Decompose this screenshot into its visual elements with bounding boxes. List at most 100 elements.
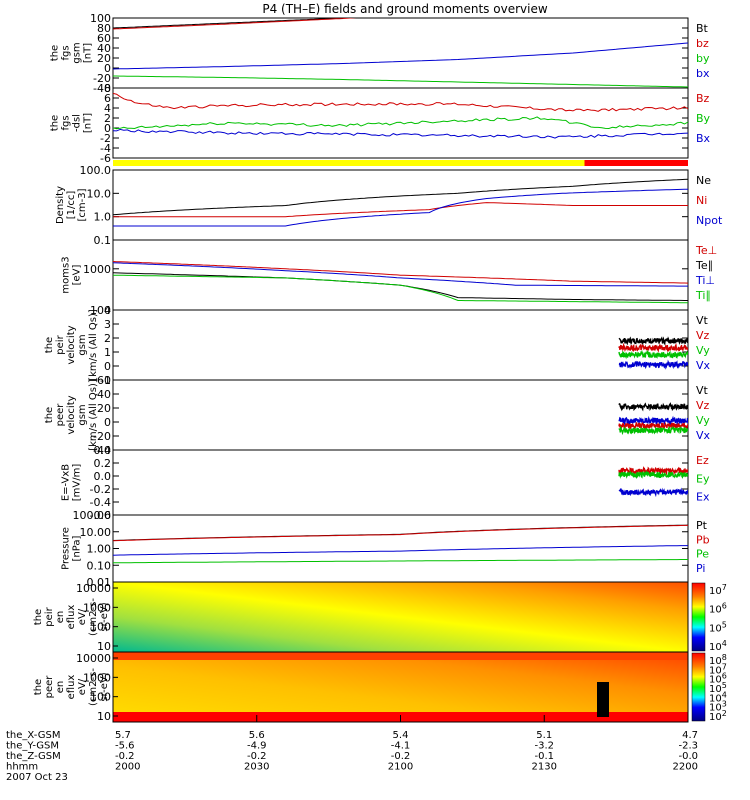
ylabel-line: eflux xyxy=(66,675,77,700)
ytick-label: 0.4 xyxy=(94,444,112,457)
series-line-Ex xyxy=(618,487,688,498)
series-line-Pi xyxy=(113,545,688,556)
panel-ylabel: the peer velocity gsm [km/s (All Qs)] xyxy=(44,379,99,451)
ytick-label: 6 xyxy=(104,92,111,105)
series-group xyxy=(618,336,688,370)
panel-frame xyxy=(112,514,689,583)
series-line-Ti∥ xyxy=(113,274,688,304)
ytick-label: -20 xyxy=(93,430,111,443)
ylabel-line: the xyxy=(44,337,55,353)
colorbar-tick: 102 xyxy=(709,709,727,723)
series-line-Vz xyxy=(618,420,688,431)
ytick-label: 0 xyxy=(104,62,111,75)
series-line-Vy xyxy=(618,349,688,360)
panel-ylabel: the peir en eflux eV/(cm2-s-sr-eV) xyxy=(33,598,110,636)
panel-ylabel: Density [1/cc] [cm-3] xyxy=(55,186,88,224)
xtick-x: 5.4 xyxy=(393,730,409,741)
xtick-z: -0.2 xyxy=(115,751,135,762)
xtick-y: -5.6 xyxy=(115,741,135,752)
xtick-y: -4.9 xyxy=(247,741,267,752)
ylabel-line: -dsl xyxy=(72,114,83,132)
ytick-label: 20 xyxy=(97,52,111,65)
ytick-label: 10.00 xyxy=(80,526,112,539)
legend-label: Vt xyxy=(696,384,709,397)
legend-label: Npot xyxy=(696,214,723,227)
legend-label: by xyxy=(696,52,710,65)
panels: the fgs gsm [nT]100806040200-20-40Btbzbybxt… xyxy=(33,12,727,723)
panel-frame xyxy=(112,309,689,381)
xtick-z: -0.1 xyxy=(534,751,554,762)
colorbar-tick: 107 xyxy=(709,583,727,597)
ylabel-line: peir xyxy=(55,334,66,354)
ytick-label: -0.4 xyxy=(90,496,111,509)
xtick-x: 5.7 xyxy=(115,730,131,741)
panel-9: the peer en eflux eV/(cm2-s-sr-eV)1081071061… xyxy=(33,651,727,723)
legend-label: By xyxy=(696,112,711,125)
ylabel-line: fgs xyxy=(61,115,72,130)
panel-4: the peir velocity gsm [km/s (All Qs)] 43210-1… xyxy=(44,304,711,387)
legend-label: Pi xyxy=(696,562,705,575)
legend-label: Ti∥ xyxy=(695,289,711,302)
ytick-label: 2 xyxy=(104,112,111,125)
xtick-x: 4.7 xyxy=(682,730,698,741)
xtick-y: -4.1 xyxy=(391,741,411,752)
legend-label: Bt xyxy=(696,22,709,35)
series-line-Vy xyxy=(618,425,688,436)
axis-row-label: the_Y-GSM xyxy=(6,741,59,752)
ytick-label: 40 xyxy=(97,42,111,55)
legend-label: Vx xyxy=(696,359,711,372)
ylabel-line: [1/cc] xyxy=(66,191,77,220)
ytick-label: 1000 xyxy=(83,601,111,614)
ytick-label: 80 xyxy=(97,22,111,35)
ylabel-line: [nPa] xyxy=(72,535,83,561)
ytick-label: -4 xyxy=(100,142,111,155)
axis-row-label: the_Z-GSM xyxy=(6,751,61,762)
series-line-Bz xyxy=(113,92,688,112)
ylabel-line: Pressure xyxy=(61,527,72,570)
series-group xyxy=(113,18,688,88)
series-line-Vt xyxy=(618,402,688,412)
xtick-z: -0.2 xyxy=(391,751,411,762)
spectrogram xyxy=(113,582,688,652)
legend-label: Ne xyxy=(696,174,711,187)
series-line-Bx xyxy=(113,128,688,139)
ylabel-line: [mV/m] xyxy=(72,464,83,502)
ytick-label: -40 xyxy=(93,82,111,95)
ylabel-line: peer xyxy=(44,675,55,699)
series-line-Ey xyxy=(618,470,688,480)
ytick-label: 0.01 xyxy=(87,576,112,589)
ylabel-line: Density xyxy=(55,186,66,224)
ylabel-line: fgs xyxy=(61,45,72,60)
series-line-Vz xyxy=(618,342,688,353)
panel-5: the peer velocity gsm [km/s (All Qs)]6040200… xyxy=(44,374,711,457)
ytick-label: 4 xyxy=(104,102,111,115)
ytick-label: 10000 xyxy=(76,582,111,595)
axis-row-label: 2007 Oct 23 xyxy=(6,772,68,783)
panel-ylabel: the peir velocity gsm [km/s (All Qs)] xyxy=(44,309,99,381)
colorbar-tick: 106 xyxy=(709,602,727,616)
panel-frame xyxy=(112,87,689,159)
series-group xyxy=(113,524,688,564)
series-line-Ni xyxy=(113,202,688,218)
mode-bar-fast xyxy=(584,160,688,166)
ylabel-line: gsm xyxy=(77,404,88,425)
series-line-bz xyxy=(113,18,357,30)
ylabel-line: the xyxy=(50,45,61,61)
panel-8: the peir en eflux eV/(cm2-s-sr-eV) 107 106 105 1… xyxy=(33,581,727,653)
ytick-label: 100 xyxy=(90,691,111,704)
ytick-label: 40 xyxy=(97,388,111,401)
legend-label: Ni xyxy=(696,194,707,207)
ylabel-line: eflux xyxy=(66,605,77,630)
xtick-t: 2200 xyxy=(673,762,698,773)
panel-ylabel: the fgs gsm [nT] xyxy=(50,42,94,63)
series-line-By xyxy=(113,116,688,130)
ytick-label: 0.1 xyxy=(94,234,112,247)
ylabel-line: E=-VxB xyxy=(61,464,72,501)
ytick-label: 100 xyxy=(90,12,111,25)
ylabel-line: [km/s (All Qs)] xyxy=(88,309,99,381)
xtick-y: -2.3 xyxy=(678,741,698,752)
legend-label: Vy xyxy=(696,344,710,357)
legend-label: Te∥ xyxy=(695,259,713,272)
ytick-label: -0.2 xyxy=(90,483,111,496)
